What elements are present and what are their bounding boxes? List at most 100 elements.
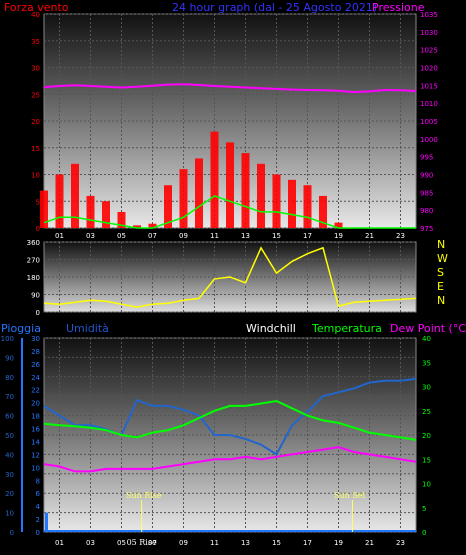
rain-y-tick-12: 12 (31, 451, 40, 459)
rain-y-tick-28: 28 (31, 348, 40, 356)
pressure-line (43, 83, 417, 94)
wind-y-tick-20: 20 (31, 118, 40, 126)
wind-bar-1 (55, 174, 64, 228)
rain-y-tick-8: 8 (36, 477, 40, 485)
sunset-label: Sun Set (334, 491, 367, 500)
rain-y-tick-0: 0 (36, 529, 40, 537)
temp-y-tick-25: 25 (422, 408, 431, 416)
x-tick-bottom-07: 07 (148, 539, 157, 547)
x-tick-bottom-17: 17 (303, 539, 312, 547)
x-tick-bottom-21: 21 (365, 539, 374, 547)
wind-bar-16 (288, 179, 296, 228)
wind-bar-12 (226, 142, 234, 228)
humidity-y-tick-0: 0 (10, 529, 14, 537)
rain-y-tick-26: 26 (31, 361, 40, 369)
humidity-y-tick-80: 80 (5, 374, 14, 382)
sunrise-label: Sun Rise (126, 491, 162, 500)
pressure-y-tick-1035: 1035 (420, 11, 438, 19)
temp-y-tick-40: 40 (422, 335, 431, 343)
compass-S-2: S (437, 266, 444, 279)
wind-y-tick-40: 40 (31, 11, 40, 19)
rain-axis-title: Pioggia (1, 322, 41, 335)
wind-bar-8 (164, 185, 172, 228)
pressure-y-tick-1015: 1015 (420, 82, 438, 90)
x-tick-bottom-03: 03 (86, 539, 95, 547)
rain-y-tick-4: 4 (36, 503, 41, 511)
pressure-y-tick-980: 980 (420, 207, 433, 215)
x-tick-bottom-05: 05 (117, 539, 126, 547)
wind-y-tick-15: 15 (31, 145, 40, 153)
rain-y-tick-10: 10 (31, 464, 40, 472)
temperature-line (43, 399, 417, 441)
pressure-y-tick-1020: 1020 (420, 65, 438, 73)
wind-bar-11 (210, 131, 219, 228)
rain-y-tick-22: 22 (31, 387, 40, 395)
sunrise-x-label: 05 Rise (127, 538, 157, 547)
humidity-y-tick-40: 40 (5, 451, 14, 459)
wind-bar-14 (257, 163, 265, 228)
x-tick-bottom-23: 23 (396, 539, 405, 547)
pressure-axis-title: Pressione (372, 1, 425, 14)
wind-bar-9 (179, 169, 188, 228)
humidity-y-tick-30: 30 (5, 471, 14, 479)
pressure-y-tick-1005: 1005 (420, 118, 438, 126)
pressure-y-tick-1030: 1030 (420, 29, 438, 37)
wind-bar-4 (102, 201, 110, 228)
temp-y-tick-0: 0 (422, 529, 426, 537)
compass-E-3: E (437, 280, 444, 293)
x-tick-top-05: 05 (117, 232, 126, 240)
rain-y-tick-14: 14 (31, 438, 40, 446)
temp-y-tick-10: 10 (422, 481, 431, 489)
pressure-y-tick-1010: 1010 (420, 100, 438, 108)
x-tick-bottom-11: 11 (210, 539, 219, 547)
x-tick-top-03: 03 (86, 232, 95, 240)
pressure-y-tick-1025: 1025 (420, 47, 438, 55)
humidity-y-tick-20: 20 (5, 490, 14, 498)
x-tick-bottom-09: 09 (179, 539, 188, 547)
x-tick-top-21: 21 (365, 232, 374, 240)
dir-y-tick-90: 90 (31, 292, 40, 300)
temp-y-tick-30: 30 (422, 384, 431, 392)
wind-bar-6 (133, 225, 141, 228)
wind-y-tick-30: 30 (31, 65, 40, 73)
wind-bar-17 (303, 185, 312, 228)
wind-bar-15 (272, 174, 281, 228)
pressure-y-tick-975: 975 (420, 225, 433, 233)
x-tick-top-07: 07 (148, 232, 157, 240)
rain-bar-0 (45, 512, 48, 532)
x-tick-top-01: 01 (55, 232, 64, 240)
wind-bar-3 (86, 195, 95, 228)
wind-bar-7 (148, 223, 157, 228)
chart-title: 24 hour graph (dal - 25 Agosto 2021) (172, 1, 377, 14)
wind-direction-line (43, 246, 417, 308)
series-lines (21, 83, 417, 532)
wind-bar-0 (40, 190, 48, 228)
compass-W-1: W (437, 252, 448, 265)
dewpoint-line (43, 446, 417, 473)
x-tick-bottom-19: 19 (334, 539, 343, 547)
rain-y-tick-16: 16 (31, 426, 40, 434)
humidity-y-tick-90: 90 (5, 354, 14, 362)
x-tick-bottom-01: 01 (55, 539, 64, 547)
compass-N-0: N (437, 238, 445, 251)
x-tick-top-15: 15 (272, 232, 281, 240)
x-tick-bottom-15: 15 (272, 539, 281, 547)
x-tick-top-13: 13 (241, 232, 250, 240)
wind-bar-2 (71, 163, 79, 228)
wind-bar-19 (334, 222, 343, 228)
wind-y-tick-25: 25 (31, 91, 40, 99)
rain-y-tick-6: 6 (36, 490, 41, 498)
wind-y-tick-10: 10 (31, 172, 40, 180)
wind-avg-line (43, 195, 416, 229)
wind-y-tick-0: 0 (36, 225, 40, 233)
temp-y-tick-20: 20 (422, 432, 431, 440)
dewpoint-legend: Dew Point (°C) (390, 322, 466, 335)
temperature-legend: Temperatura (311, 322, 382, 335)
humidity-y-tick-60: 60 (5, 413, 14, 421)
wind-y-tick-35: 35 (31, 38, 40, 46)
rain-y-tick-20: 20 (31, 400, 40, 408)
humidity-y-tick-50: 50 (5, 432, 14, 440)
wind-y-tick-5: 5 (36, 198, 40, 206)
humidity-y-tick-100: 100 (1, 335, 14, 343)
